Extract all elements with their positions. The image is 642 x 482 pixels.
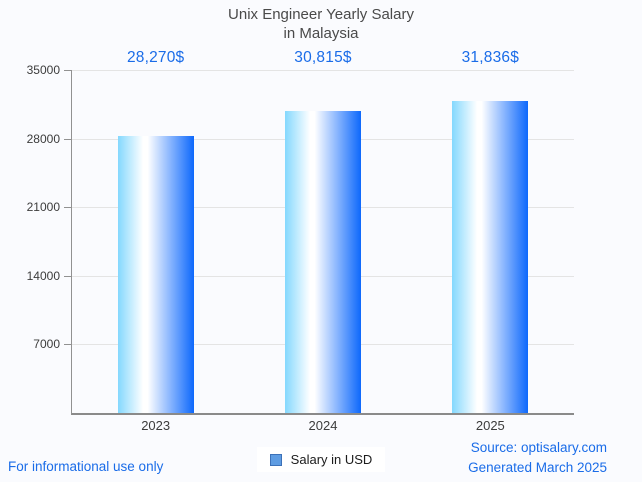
- y-axis-label: 28000: [26, 131, 60, 146]
- legend-item: Salary in USD: [256, 447, 386, 472]
- y-axis-tick: [64, 70, 72, 71]
- y-axis-tick: [64, 275, 72, 277]
- y-axis-label: 21000: [26, 200, 60, 215]
- value-label-2025: 31,836$: [461, 49, 520, 66]
- y-axis-tick: [64, 138, 72, 140]
- value-label-2024: 30,815$: [294, 49, 352, 66]
- x-axis-label-2023: 2023: [141, 418, 171, 433]
- chart-title: Unix Engineer Yearly Salary in Malaysia: [0, 5, 642, 43]
- x-axis-label-2025: 2025: [475, 418, 505, 433]
- gridline: [72, 70, 574, 71]
- legend-swatch-icon: [269, 453, 282, 466]
- chart-title-line2: in Malaysia: [283, 25, 359, 42]
- legend-label: Salary in USD: [290, 452, 373, 467]
- generated-date: Generated March 2025: [468, 460, 607, 475]
- y-axis-tick: [64, 344, 72, 346]
- legend: Salary in USD: [0, 447, 642, 472]
- disclaimer-text: For informational use only: [8, 459, 164, 474]
- bar-2023[interactable]: [117, 135, 194, 413]
- y-axis-label: 14000: [26, 268, 60, 283]
- plot-area: 35000 28000 21000 14000 7000 28,270$ 2023 30,81…: [27, 49, 574, 433]
- bar-2024[interactable]: [285, 111, 361, 413]
- y-axis-label: 7000: [33, 337, 60, 352]
- source-link[interactable]: Source: optisalary.com: [470, 440, 607, 455]
- bar-2025[interactable]: [452, 101, 529, 413]
- source-block: Source: optisalary.com Generated March 2…: [468, 438, 607, 478]
- chart-title-line1: Unix Engineer Yearly Salary: [228, 6, 414, 23]
- y-axis-label: 35000: [26, 63, 60, 77]
- y-axis-tick: [64, 207, 72, 209]
- value-label-2023: 28,270$: [126, 49, 185, 66]
- x-axis-label-2024: 2024: [308, 418, 338, 433]
